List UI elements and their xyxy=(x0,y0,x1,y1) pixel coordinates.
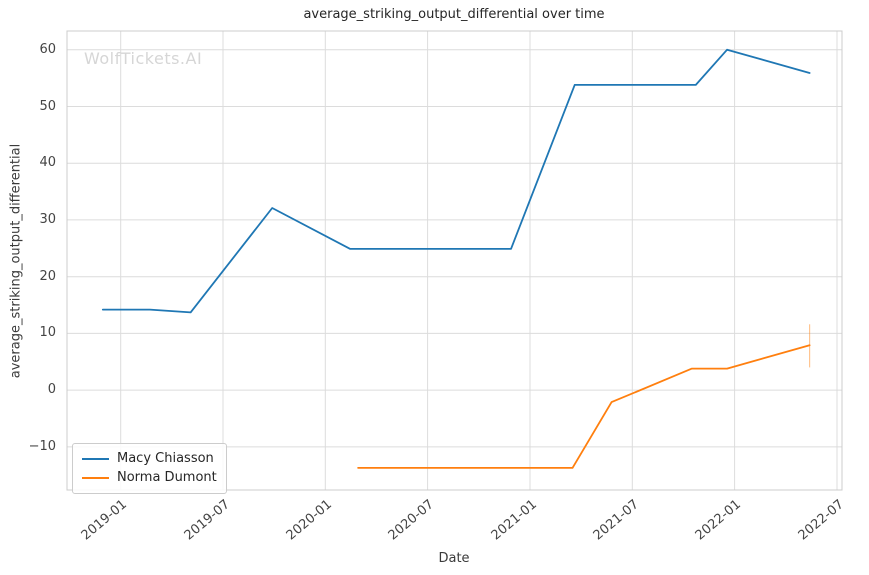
y-tick-label: 50 xyxy=(39,98,56,114)
legend-label: Norma Dumont xyxy=(117,470,217,485)
legend-label: Macy Chiasson xyxy=(117,451,214,466)
y-tick-label: 40 xyxy=(39,155,56,171)
series-line xyxy=(357,344,811,469)
y-tick-label: −10 xyxy=(28,438,56,454)
legend-item-norma-dumont: Norma Dumont xyxy=(82,468,217,487)
y-tick-label: 0 xyxy=(47,382,56,398)
y-axis-label: average_striking_output_differential xyxy=(8,143,24,379)
legend: Macy Chiasson Norma Dumont xyxy=(72,443,227,494)
y-tick-label: 60 xyxy=(39,41,56,57)
watermark: WolfTickets.AI xyxy=(84,49,203,68)
chart-title: average_striking_output_differential ove… xyxy=(303,7,605,22)
legend-line-swatch-orange xyxy=(82,476,109,479)
y-tick-label: 20 xyxy=(39,268,56,284)
x-axis-label: Date xyxy=(438,551,470,566)
plot-frame xyxy=(66,30,843,491)
legend-item-macy-chiasson: Macy Chiasson xyxy=(82,449,217,468)
series-line xyxy=(101,48,811,314)
legend-line-swatch-blue xyxy=(82,457,109,460)
y-tick-label: 10 xyxy=(39,325,56,341)
y-tick-label: 30 xyxy=(39,211,56,227)
